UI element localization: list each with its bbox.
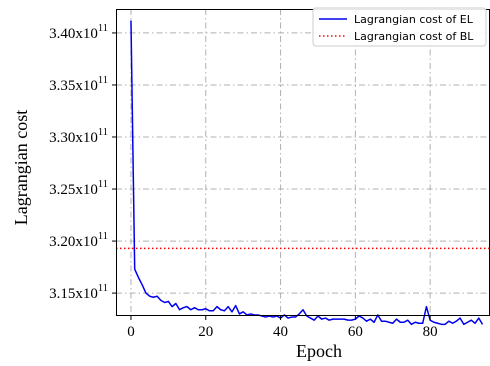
grid xyxy=(116,9,490,316)
x-tick-label: 80 xyxy=(423,324,438,340)
y-tick-label: 3.15x1011 xyxy=(49,283,108,302)
x-tick-label: 60 xyxy=(348,324,363,340)
legend-label-bl: Lagrangian cost of BL xyxy=(354,30,474,43)
y-tick-label: 3.30x1011 xyxy=(49,127,108,146)
legend-label-el: Lagrangian cost of EL xyxy=(354,13,474,26)
y-tick-label: 3.25x1011 xyxy=(49,179,108,198)
y-tick-label: 3.35x1011 xyxy=(49,75,108,94)
y-tick-label-exponent: 11 xyxy=(98,231,108,242)
y-tick-label-exponent: 11 xyxy=(98,283,108,294)
y-axis-label: Lagrangian cost xyxy=(11,110,31,225)
y-tick-label-base: 3.35x10 xyxy=(49,78,98,94)
data-layer xyxy=(116,20,490,326)
y-tick-label-exponent: 11 xyxy=(98,179,108,190)
y-tick-label: 3.40x1011 xyxy=(49,23,108,42)
y-tick-label-base: 3.30x10 xyxy=(49,130,98,146)
y-tick-label-exponent: 11 xyxy=(98,75,108,86)
y-tick-label-base: 3.20x10 xyxy=(49,234,98,250)
x-tick-label: 0 xyxy=(127,324,135,340)
y-tick-label-base: 3.15x10 xyxy=(49,286,98,302)
ticks: 0 20 40 60 803.15x10113.20x10113.25x10113.30… xyxy=(49,23,438,340)
x-axis-label: Epoch xyxy=(296,341,342,361)
y-tick-label-exponent: 11 xyxy=(98,23,108,34)
y-tick-label-base: 3.40x10 xyxy=(49,26,98,42)
y-tick-label-base: 3.25x10 xyxy=(49,182,98,198)
y-tick-label-exponent: 11 xyxy=(98,127,108,138)
x-tick-label: 20 xyxy=(198,324,213,340)
legend-box xyxy=(312,7,487,47)
x-tick-label: 40 xyxy=(273,324,288,340)
y-tick-label: 3.20x1011 xyxy=(49,231,108,250)
legend: Lagrangian cost of EL Lagrangian cost of… xyxy=(312,7,487,47)
plot-frame xyxy=(116,9,490,316)
